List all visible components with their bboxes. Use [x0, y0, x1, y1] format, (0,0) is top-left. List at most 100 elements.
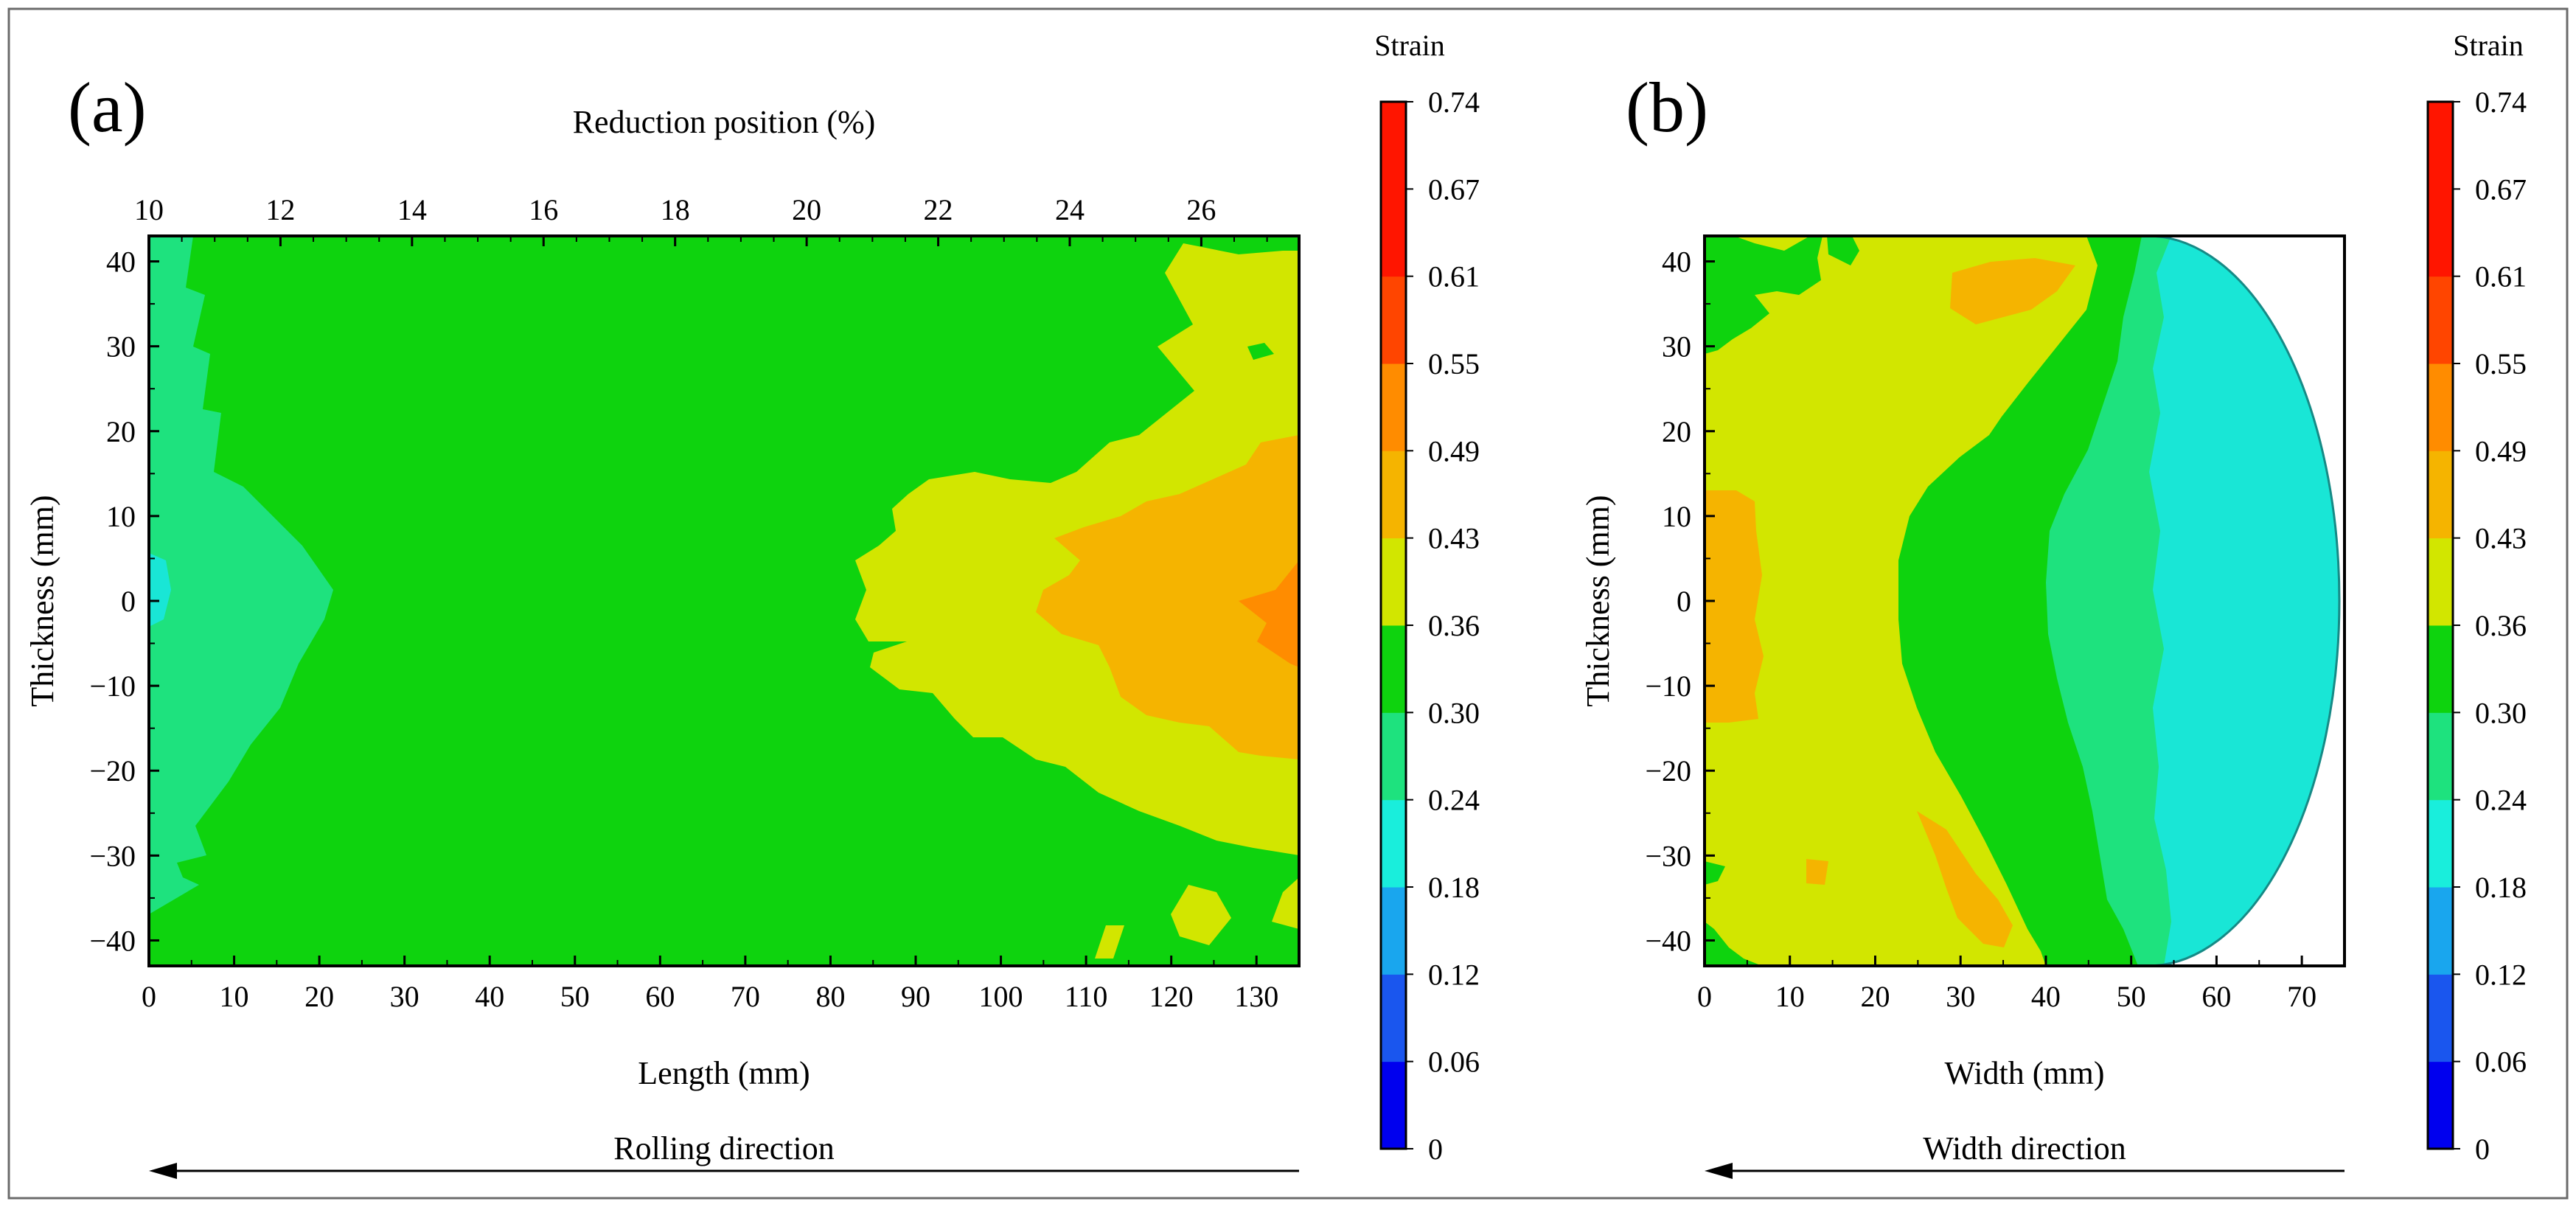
y-tick-label: 30 — [106, 330, 136, 364]
x-tick-label: 0 — [142, 980, 156, 1013]
colorbar-bin — [2428, 364, 2453, 451]
colorbar-tick-label: 0.67 — [1428, 173, 1480, 206]
y-tick-label: −40 — [1645, 924, 1691, 957]
colorbar-bin — [1381, 799, 1406, 888]
x-tick-label: 40 — [475, 980, 504, 1013]
colorbar-title-a: Strain — [1374, 29, 1445, 62]
island-green-b1 — [1705, 236, 1823, 354]
x-tick-label: 20 — [1860, 980, 1890, 1013]
island-orange-b1 — [1950, 258, 2075, 324]
colorbar-tick-label: 0 — [2475, 1133, 2490, 1166]
colorbar-bin — [1381, 364, 1406, 451]
y-tick-label: 20 — [1662, 415, 1691, 448]
colorbar-bin — [1381, 189, 1406, 277]
colorbar-title-b: Strain — [2453, 29, 2524, 62]
colorbar-tick-label: 0.24 — [2475, 784, 2527, 817]
colorbar-bin — [2428, 189, 2453, 277]
colorbar-tick-label: 0.74 — [2475, 86, 2527, 119]
top-tick-label: 12 — [265, 193, 295, 226]
y-tick-label: 20 — [106, 415, 136, 448]
panel-a: (a) 0 10 20 30 40 50 60 70 80 90 100 110 120 13040302… — [24, 29, 1480, 1179]
colorbar-bin — [1381, 276, 1406, 364]
colorbar-bin — [1381, 538, 1406, 626]
colorbar-bin — [2428, 102, 2453, 189]
colorbar-b: 0.74 0.67 0.61 0.55 0.49 0.43 0.36 0.30 0.24 0.18… — [2426, 86, 2527, 1166]
colorbar-tick-label: 0.06 — [1428, 1046, 1480, 1079]
colorbar-bin — [2428, 625, 2453, 713]
x-tick-label: 60 — [645, 980, 675, 1013]
rolling-direction-arrowhead — [149, 1163, 177, 1179]
y-tick-label: 30 — [1662, 330, 1691, 364]
y-tick-label: 10 — [106, 500, 136, 533]
island-yellow-a1 — [1272, 877, 1299, 929]
x-tick-label: 0 — [1697, 980, 1712, 1013]
x-tick-label: 120 — [1149, 980, 1194, 1013]
colorbar-bin — [1381, 625, 1406, 713]
y-tick-label: 0 — [121, 585, 136, 618]
colorbar-bin — [2428, 276, 2453, 364]
colorbar-tick-label: 0 — [1428, 1133, 1443, 1166]
colorbar-tick-label: 0.67 — [2475, 173, 2527, 206]
island-green-b2 — [1827, 236, 1859, 265]
x-tick-label: 10 — [220, 980, 249, 1013]
x-tick-label: 30 — [390, 980, 420, 1013]
x-tick-label: 30 — [1946, 980, 1975, 1013]
width-direction-arrowhead — [1705, 1163, 1733, 1179]
axis-ticks-b: 0 10 20 30 40 50 60 70 40 30 20 10 0 −10 −20 −30 −40 — [1645, 246, 2316, 1013]
x-tick-label: 20 — [304, 980, 334, 1013]
region-030-036 — [149, 236, 333, 914]
colorbar-tick-label: 0.36 — [2475, 609, 2527, 642]
panel-b: (b) 0 10 20 30 40 50 60 70 40 30 20 10 0 −10 −20 −30 −40… — [1580, 29, 2527, 1179]
island-green-b3 — [1705, 922, 1762, 966]
colorbar-bin — [1381, 712, 1406, 801]
y-tick-label: 40 — [1662, 246, 1691, 279]
colorbar-bin — [2428, 799, 2453, 888]
rolling-direction-label: Rolling direction — [613, 1130, 834, 1166]
width-direction-label: Width direction — [1923, 1130, 2126, 1166]
x-tick-label: 70 — [2287, 980, 2316, 1013]
y-axis-title-a: Thickness (mm) — [24, 495, 60, 706]
x-axis-title-b: Width (mm) — [1945, 1055, 2105, 1091]
x-axis-title-a: Length (mm) — [638, 1055, 810, 1091]
x-tick-label: 90 — [901, 980, 930, 1013]
y-tick-label: −10 — [89, 669, 136, 703]
colorbar-tick-label: 0.06 — [2475, 1046, 2527, 1079]
island-orange-b2 — [1917, 811, 2013, 947]
y-tick-label: −20 — [1645, 754, 1691, 787]
figure-border — [7, 7, 2569, 1200]
x-tick-label: 80 — [815, 980, 845, 1013]
colorbar-tick-label: 0.49 — [1428, 434, 1480, 467]
island-green-b4 — [1705, 861, 1725, 885]
colorbar-tick-label: 0.55 — [2475, 347, 2527, 380]
top-tick-label: 22 — [924, 193, 953, 226]
top-tick-label: 14 — [397, 193, 427, 226]
contour-map-b — [1705, 236, 2339, 966]
colorbar-tick-label: 0.24 — [1428, 784, 1480, 817]
colorbar-bin — [2428, 538, 2453, 626]
island-yellow-a3 — [1095, 925, 1124, 959]
colorbar-bin — [2428, 1061, 2453, 1149]
colorbar-bin — [1381, 974, 1406, 1062]
colorbar-tick-label: 0.61 — [2475, 260, 2527, 293]
x-tick-label: 70 — [731, 980, 760, 1013]
x-tick-label: 110 — [1065, 980, 1108, 1013]
y-tick-label: −30 — [1645, 839, 1691, 872]
y-tick-label: −20 — [89, 754, 136, 787]
island-orange-b3 — [1806, 859, 1828, 885]
y-tick-label: 40 — [106, 246, 136, 279]
region-061-067 — [1239, 560, 1299, 667]
bulged-edge-outline — [2147, 234, 2341, 967]
colorbar-tick-label: 0.18 — [1428, 871, 1480, 904]
y-axis-title-b: Thickness (mm) — [1580, 495, 1616, 706]
colorbar-tick-label: 0.18 — [2475, 871, 2527, 904]
top-tick-label: 24 — [1055, 193, 1085, 226]
panel-label-a: (a) — [68, 68, 147, 147]
y-tick-label: 10 — [1662, 500, 1691, 533]
y-tick-label: −30 — [89, 839, 136, 872]
x-tick-label: 50 — [2117, 980, 2146, 1013]
contour-map-a — [149, 236, 1299, 966]
colorbar-bin — [1381, 1061, 1406, 1149]
y-tick-label: 0 — [1677, 585, 1691, 618]
colorbar-bin — [1381, 102, 1406, 189]
